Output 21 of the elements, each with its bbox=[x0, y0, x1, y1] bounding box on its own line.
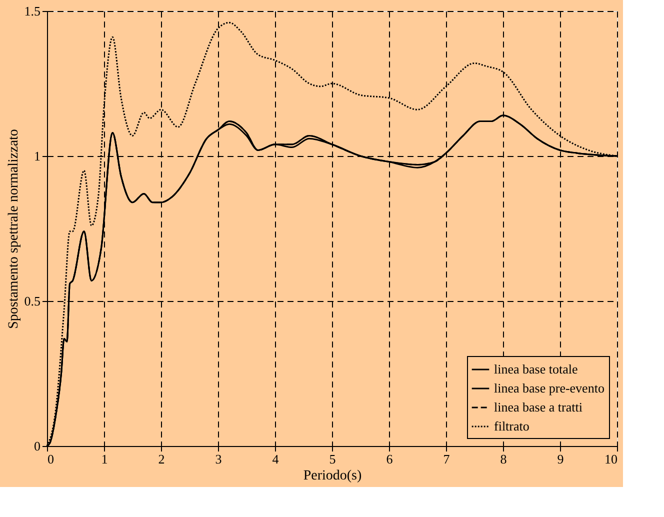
y-tick-label: 1 bbox=[34, 148, 40, 164]
x-tick-label: 3 bbox=[215, 452, 222, 466]
y-tick-label: 1.5 bbox=[24, 4, 40, 18]
x-tick-label: 5 bbox=[329, 452, 336, 466]
legend-label: linea base pre-evento bbox=[494, 380, 604, 396]
x-tick-label: 0 bbox=[48, 452, 54, 466]
x-tick-label: 10 bbox=[604, 452, 618, 466]
x-tick-label: 1 bbox=[101, 452, 108, 466]
x-tick-label: 7 bbox=[443, 452, 450, 466]
legend-label: filtrato bbox=[494, 418, 530, 434]
legend-label: linea base totale bbox=[494, 362, 578, 376]
x-tick-label: 8 bbox=[500, 452, 507, 466]
x-tick-label: 9 bbox=[557, 452, 564, 466]
x-tick-label: 6 bbox=[386, 452, 394, 466]
x-tick-label: 2 bbox=[158, 452, 165, 466]
y-tick-label: 0 bbox=[34, 438, 40, 454]
y-axis-title: Spostamento spettrale normalizzato bbox=[6, 129, 22, 329]
x-tick-label: 4 bbox=[272, 452, 280, 466]
legend-label: linea base a tratti bbox=[494, 400, 583, 414]
y-tick-label: 0.5 bbox=[24, 294, 40, 308]
x-axis-title: Periodo(s) bbox=[303, 468, 362, 484]
